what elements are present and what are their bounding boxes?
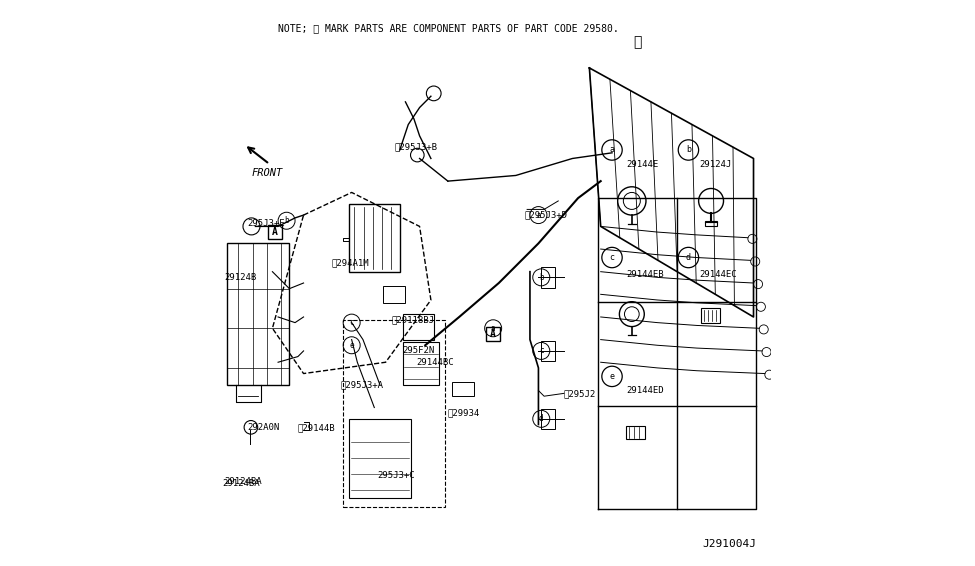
Bar [403,314,434,340]
Bar [541,267,556,288]
Text: 29144BC: 29144BC [416,358,454,367]
Bar [349,419,411,498]
Text: b: b [285,216,289,225]
Text: d: d [686,253,691,262]
Text: c: c [609,253,614,262]
Text: 29144EB: 29144EB [626,270,664,279]
Bar [626,426,644,439]
Text: 29144ED: 29144ED [626,386,664,395]
Text: ※29934: ※29934 [448,409,480,418]
Text: a: a [536,211,541,220]
Bar [383,286,406,303]
Text: 29144EC: 29144EC [700,270,737,279]
Text: 295J3+E: 295J3+E [247,219,285,228]
Bar [705,221,717,226]
Text: a: a [490,324,495,333]
Text: NOTE; ※ MARK PARTS ARE COMPONENT PARTS OF PART CODE 29580.: NOTE; ※ MARK PARTS ARE COMPONENT PARTS O… [278,23,619,33]
Text: b: b [686,145,691,155]
Bar [227,243,290,385]
Bar [452,382,474,396]
Text: A: A [272,227,278,237]
Text: 29124BA: 29124BA [222,479,260,488]
Text: FRONT: FRONT [252,168,283,178]
Text: 295J3+C: 295J3+C [377,471,414,480]
Text: A: A [490,329,496,339]
Text: c: c [539,346,544,355]
Bar [268,225,283,239]
Text: ※295J3+D: ※295J3+D [525,211,567,220]
Text: ※294A1M: ※294A1M [332,259,370,268]
Bar [541,409,556,429]
Text: ※: ※ [634,36,642,49]
Text: ※295J3+B: ※295J3+B [394,143,437,152]
Bar [701,308,721,323]
Bar [349,204,400,272]
Text: c: c [349,318,354,327]
Text: a: a [609,145,614,155]
Text: 29144E: 29144E [626,160,658,169]
Text: d: d [539,414,544,423]
Text: 295F2N: 295F2N [403,346,435,355]
Bar [541,341,556,361]
Text: e: e [349,341,354,350]
Text: 29124B: 29124B [224,273,256,282]
Bar [403,342,440,385]
Text: ※295J3+A: ※295J3+A [340,380,383,389]
Bar [487,327,500,341]
Text: e: e [609,372,614,381]
Text: 29124J: 29124J [700,160,732,169]
Text: b: b [539,273,544,282]
Text: 292A0N: 292A0N [247,423,279,432]
Text: J291004J: J291004J [702,539,757,549]
Text: ※29118BJ: ※29118BJ [391,315,434,324]
Text: ※295J2: ※295J2 [564,389,596,398]
Text: 29124BA: 29124BA [224,477,262,486]
Bar [343,320,445,507]
Text: ※29144B: ※29144B [298,423,335,432]
